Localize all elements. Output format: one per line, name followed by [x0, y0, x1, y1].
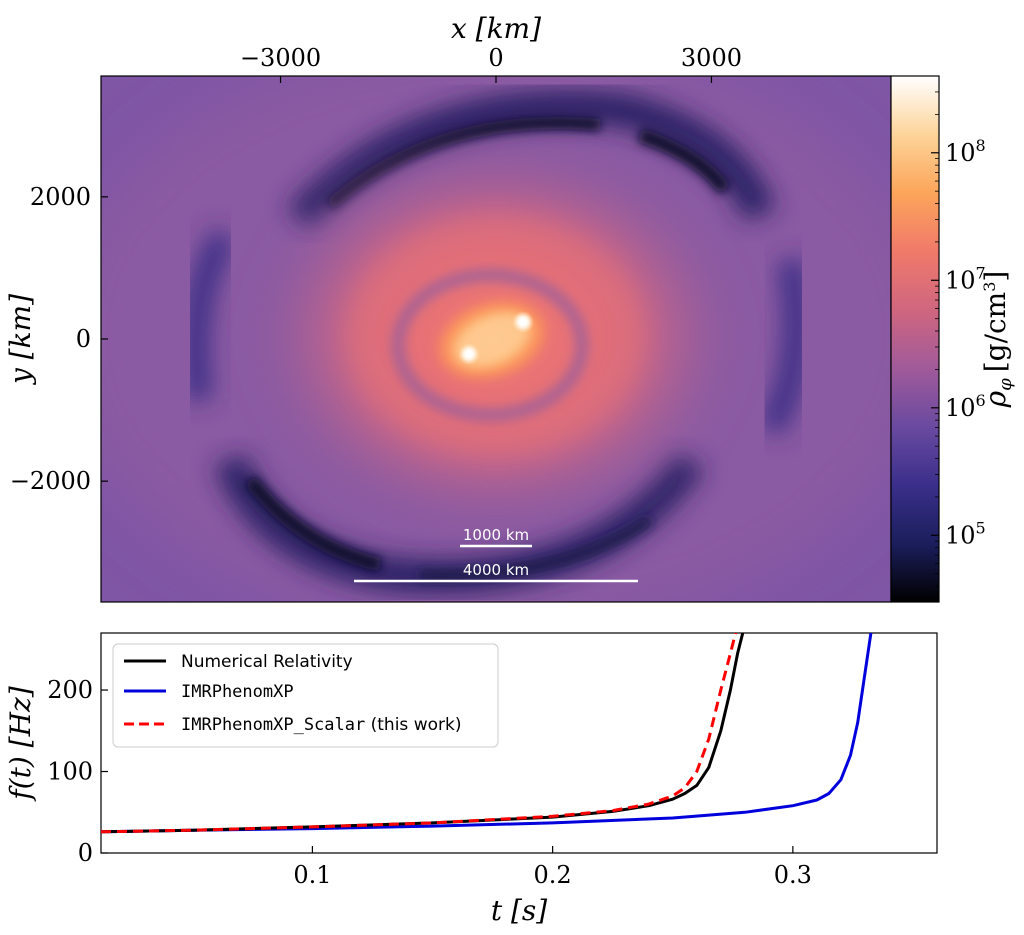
line-x-tick-label: 0.1 — [293, 861, 331, 889]
map-y-tick-label: 2000 — [30, 183, 91, 211]
map-y-axis: 2000 0 −2000 — [10, 183, 108, 495]
colorbar-tick-label: 106 — [945, 391, 986, 422]
density-map-panel: 1000 km 4000 km −3000 0 3000 2000 0 −2000 x … — [4, 12, 1016, 603]
line-x-tick-label: 0.3 — [774, 861, 812, 889]
colorbar-label: ρφ[g/cm3] — [979, 271, 1016, 409]
map-x-axis-top: −3000 0 3000 — [240, 44, 742, 83]
line-y-axis: 0 100 200 — [47, 676, 108, 867]
map-x-tick-label: 3000 — [681, 44, 742, 72]
series-group — [101, 633, 873, 834]
colorbar-tick-label: 108 — [945, 136, 986, 167]
legend-entry-numerical-relativity: Numerical Relativity — [124, 652, 353, 672]
legend-box — [112, 643, 499, 748]
legend-label-imrphenomxp-scalar: IMRPhenomXP_Scalar (this work) — [181, 715, 461, 735]
density-map-image — [101, 76, 891, 602]
line-x-axis: 0.1 0.2 0.3 — [293, 846, 812, 889]
legend-label-numerical-relativity: Numerical Relativity — [181, 652, 353, 672]
line-x-tick-label: 0.2 — [534, 861, 572, 889]
line-y-tick-label: 100 — [47, 758, 93, 786]
colorbar: 105 106 107 108 ρφ[g/cm3] — [890, 75, 1016, 603]
frequency-panel: 0.1 0.2 0.3 0 100 200 t [s] f(t) [Hz] Numeri… — [4, 632, 938, 927]
map-y-axis-title: y [km] — [4, 294, 37, 386]
map-x-axis-title: x [km] — [451, 12, 541, 45]
map-y-tick-label: −2000 — [10, 467, 91, 495]
legend-entry-imrphenomxp: IMRPhenomXP — [124, 682, 294, 702]
legend-entry-imrphenomxp-scalar: IMRPhenomXP_Scalar (this work) — [124, 715, 461, 735]
scale-bar-4000-label: 4000 km — [463, 561, 529, 579]
colorbar-tick-label: 107 — [945, 263, 986, 294]
scale-bar-1000: 1000 km — [460, 526, 532, 548]
line-y-axis-title: f(t) [Hz] — [4, 686, 37, 801]
legend: Numerical Relativity IMRPhenomXP IMRPhen… — [112, 643, 499, 748]
line-x-axis-title: t [s] — [491, 894, 547, 927]
scale-bar-1000-label: 1000 km — [463, 526, 529, 544]
map-y-tick-label: 0 — [76, 325, 91, 353]
line-y-tick-label: 0 — [78, 839, 93, 867]
colorbar-ticks: 105 106 107 108 — [931, 75, 986, 603]
colorbar-gradient — [891, 76, 939, 602]
series-line-imrphenomxp-scalar-this-work — [101, 633, 738, 834]
map-x-tick-label: 0 — [488, 44, 503, 72]
map-x-tick-label: −3000 — [240, 44, 321, 72]
line-y-tick-label: 200 — [47, 676, 93, 704]
legend-label-imrphenomxp: IMRPhenomXP — [181, 682, 294, 702]
series-line-imrphenomxp — [101, 633, 873, 834]
scale-bar-4000: 4000 km — [354, 561, 638, 583]
colorbar-tick-label: 105 — [945, 518, 986, 549]
series-line-numerical-relativity — [101, 633, 745, 834]
